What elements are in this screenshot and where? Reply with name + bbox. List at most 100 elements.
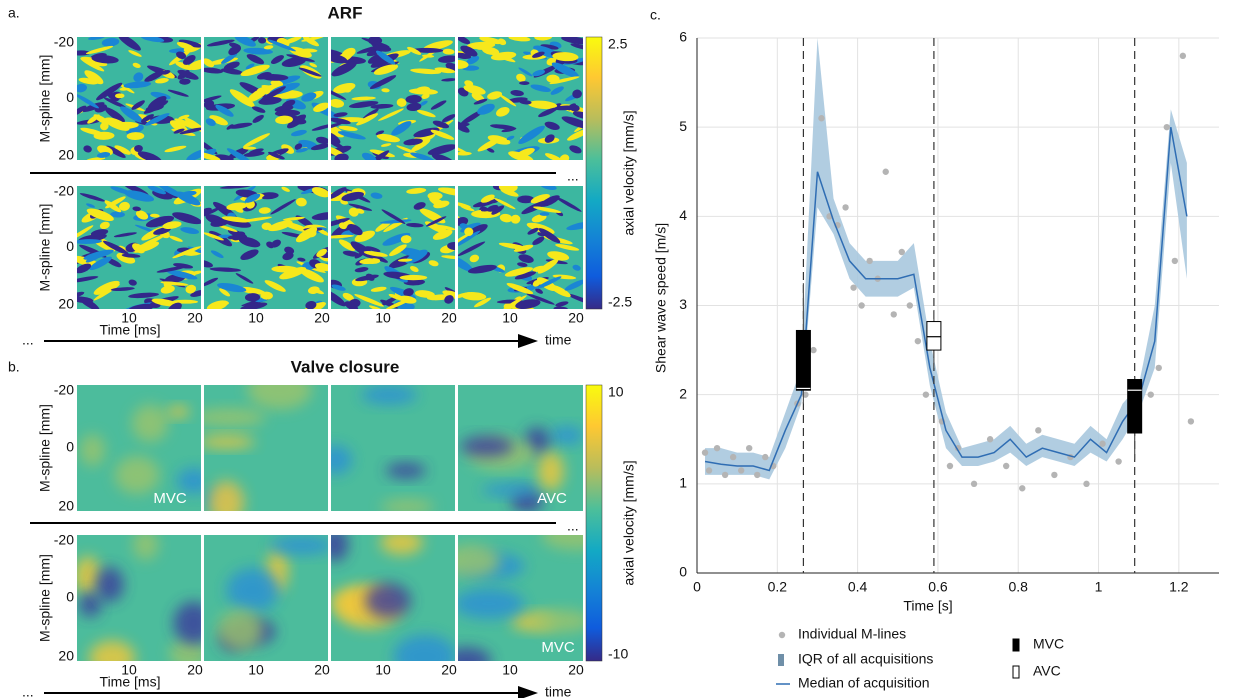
- heatmap-blob: [331, 217, 350, 228]
- heatmap-blob: [281, 186, 290, 192]
- heatmap-blob: [286, 54, 315, 62]
- scatter-point: [882, 168, 889, 175]
- heatmap-blob: [414, 290, 435, 298]
- heatmap-blob: [215, 104, 234, 117]
- heatmap-blob: [131, 100, 145, 110]
- heatmap-blob: [240, 64, 270, 77]
- heatmap-blob: [331, 284, 346, 291]
- heatmap-blob: [442, 48, 455, 55]
- heatmap-blob: [298, 67, 322, 77]
- heatmap-blob: [263, 45, 274, 50]
- heatmap-blob: [381, 296, 398, 306]
- heatmap-blob: [403, 288, 414, 297]
- heatmap-blob: [121, 253, 141, 258]
- x-tick-label: 10: [121, 662, 137, 678]
- heatmap-blob: [334, 153, 349, 160]
- heatmap-blob: [396, 98, 407, 107]
- x-axis-label: Time [ms]: [100, 322, 161, 338]
- x-tick-label: 20: [314, 310, 330, 326]
- heatmap-blob: [86, 157, 106, 160]
- heatmap-blob: [85, 252, 104, 263]
- heatmap-blob: [410, 139, 431, 152]
- heatmap-blob: [534, 37, 553, 41]
- heatmap-blob: [541, 535, 583, 550]
- heatmap-blob: [433, 200, 450, 209]
- scatter-point: [713, 444, 721, 452]
- heatmap-tile: [458, 186, 583, 309]
- heatmap-blob: [301, 92, 317, 102]
- heatmap-blob: [552, 52, 579, 62]
- heatmap-blob: [438, 55, 455, 63]
- heatmap-blob: [173, 601, 201, 645]
- heatmap-blob: [481, 483, 540, 497]
- heatmap-blob: [432, 229, 453, 240]
- x-tick-label: 20: [187, 310, 203, 326]
- heatmap-blob: [120, 106, 143, 123]
- heatmap-blob: [365, 246, 381, 253]
- heatmap-blob: [458, 544, 501, 578]
- heatmap-blob: [88, 640, 136, 661]
- heatmap-blob: [257, 37, 267, 44]
- heatmap-blob: [528, 100, 558, 110]
- heatmap-blob: [469, 254, 480, 263]
- heatmap-blob: [161, 70, 171, 75]
- heatmap-blob: [544, 153, 563, 160]
- y-tick-label: 0: [66, 238, 74, 254]
- heatmap-blob: [531, 214, 547, 223]
- heatmap-blob: [110, 186, 133, 195]
- heatmap-blob: [256, 84, 283, 92]
- heatmap-blob: [376, 133, 401, 143]
- heatmap-blob: [442, 290, 455, 300]
- heatmap-blob: [561, 37, 583, 45]
- y-tick-label: 4: [679, 207, 687, 223]
- heatmap-blob: [80, 56, 108, 67]
- panel-title: Valve closure: [291, 357, 400, 376]
- y-tick-label: 0: [679, 564, 687, 580]
- heatmap-blob: [331, 117, 351, 125]
- heatmap-blob: [135, 210, 149, 220]
- annotation: MVC: [541, 639, 575, 656]
- heatmap-blob: [79, 592, 102, 618]
- y-tick-label: 1: [679, 475, 687, 491]
- ellipsis: ...: [22, 332, 34, 348]
- heatmap-blob: [110, 287, 135, 292]
- heatmap-blob: [284, 246, 295, 255]
- scatter-point: [705, 467, 713, 474]
- y-axis-label: Shear wave speed [m/s]: [653, 223, 669, 373]
- y-tick-label: -20: [54, 183, 74, 199]
- heatmap-blob: [104, 107, 125, 123]
- heatmap-blob: [269, 536, 328, 555]
- heatmap-blob: [116, 252, 136, 264]
- heatmap-blob: [204, 95, 222, 103]
- heatmap-blob: [234, 37, 256, 47]
- heatmap-blob: [252, 114, 264, 123]
- heatmap-blob: [447, 241, 455, 251]
- heatmap-tile: [77, 385, 201, 511]
- heatmap-blob: [361, 37, 390, 48]
- heatmap-blob: [289, 46, 312, 58]
- y-tick-label: 3: [679, 296, 687, 312]
- y-tick-label: -20: [54, 34, 74, 50]
- heatmap-blob: [282, 216, 305, 221]
- heatmap-blob: [356, 113, 379, 126]
- colorbar-tick-label: -10: [608, 646, 628, 662]
- panel-label: a.: [8, 5, 20, 21]
- heatmap-blob: [180, 190, 197, 197]
- scatter-point: [922, 391, 930, 398]
- heatmap-blob: [397, 258, 413, 262]
- ellipsis: ...: [22, 684, 34, 698]
- y-tick-label: 20: [58, 147, 74, 163]
- heatmap-blob: [510, 90, 524, 97]
- heatmap-blob: [367, 150, 390, 160]
- heatmap-blob: [310, 143, 328, 151]
- heatmap-blob: [205, 118, 216, 127]
- scatter-point: [946, 462, 954, 470]
- heatmap-blob: [331, 535, 349, 562]
- heatmap-blob: [331, 53, 348, 64]
- heatmap-blob: [369, 305, 384, 309]
- heatmap-blob: [331, 109, 339, 120]
- heatmap-blob: [268, 151, 285, 160]
- x-tick-label: 20: [441, 310, 457, 326]
- heatmap-blob: [378, 108, 404, 121]
- heatmap-blob: [314, 262, 328, 272]
